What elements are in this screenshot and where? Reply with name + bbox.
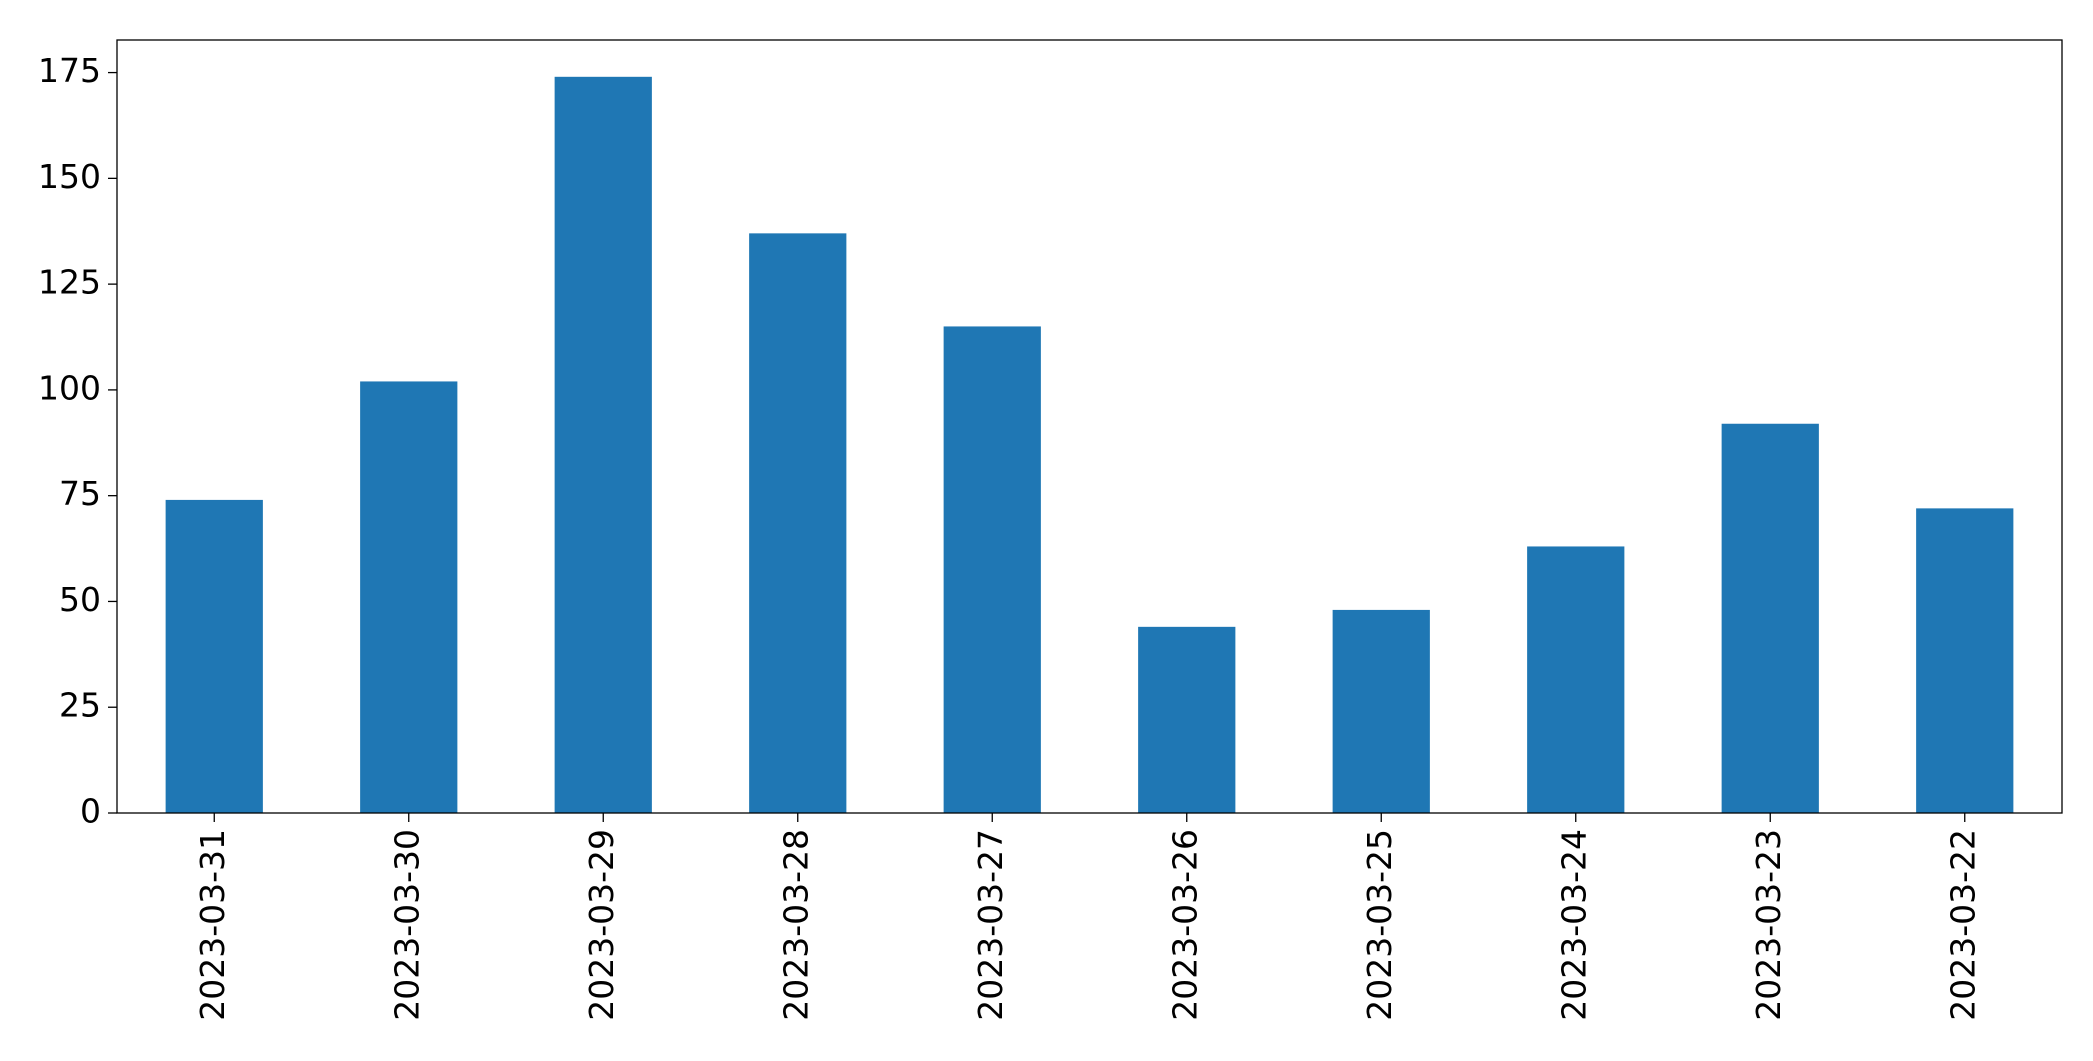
plot-frame [116, 39, 2063, 814]
x-tick-label: 2023-03-28 [776, 829, 815, 1021]
x-tick-label: 2023-03-31 [193, 829, 232, 1021]
bar [165, 499, 263, 813]
x-tick-label: 2023-03-27 [971, 829, 1010, 1021]
y-tick-label: 175 [38, 51, 101, 90]
x-tick-label: 2023-03-30 [387, 829, 426, 1021]
x-tick-label: 2023-03-25 [1360, 829, 1399, 1021]
x-tick-label: 2023-03-29 [582, 829, 621, 1021]
bar [1332, 609, 1430, 813]
bar [1916, 508, 2014, 813]
y-tick-label: 100 [38, 368, 101, 407]
x-tick-label: 2023-03-26 [1165, 829, 1204, 1021]
y-tick-label: 125 [38, 263, 101, 302]
x-tick-label: 2023-03-23 [1749, 829, 1788, 1021]
y-tick-label: 50 [59, 580, 101, 619]
bar [554, 76, 652, 814]
y-tick-label: 25 [59, 686, 101, 725]
bar [1527, 546, 1625, 813]
bar [1138, 626, 1236, 813]
y-tick-label: 150 [38, 157, 101, 196]
bar [943, 326, 1041, 813]
y-tick-label: 75 [59, 474, 101, 513]
x-tick-label: 2023-03-22 [1943, 829, 1982, 1021]
bar [749, 233, 847, 813]
bar [1721, 423, 1819, 813]
bar [360, 381, 458, 813]
x-tick-label: 2023-03-24 [1554, 829, 1593, 1021]
y-tick-label: 0 [80, 792, 101, 831]
